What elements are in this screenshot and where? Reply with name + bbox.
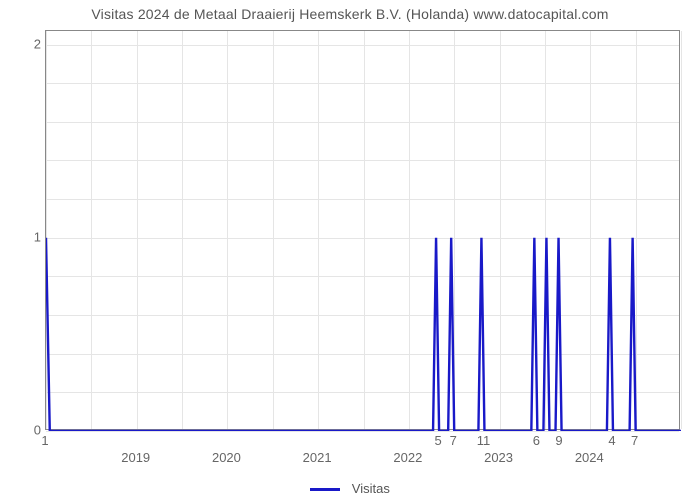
- chart-plot-area: [45, 30, 680, 430]
- x-year-label: 2021: [303, 450, 332, 465]
- x-sub-label: 4: [608, 433, 615, 448]
- legend-label: Visitas: [352, 481, 390, 496]
- gridline-vertical: [681, 31, 682, 429]
- chart-title: Visitas 2024 de Metaal Draaierij Heemske…: [0, 6, 700, 22]
- y-tick-label: 2: [21, 36, 41, 51]
- x-sub-label: 1: [41, 433, 48, 448]
- x-sub-label: 11: [477, 433, 491, 448]
- x-year-label: 2022: [393, 450, 422, 465]
- x-year-label: 2019: [121, 450, 150, 465]
- x-sub-label: 5: [434, 433, 441, 448]
- x-sub-label: 7: [450, 433, 457, 448]
- x-sub-label: 9: [555, 433, 562, 448]
- y-tick-label: 0: [21, 423, 41, 438]
- gridline-horizontal: [46, 431, 679, 432]
- x-sub-label: 7: [631, 433, 638, 448]
- x-year-label: 2020: [212, 450, 241, 465]
- chart-legend: Visitas: [0, 481, 700, 496]
- chart-line-series: [46, 31, 681, 431]
- x-sub-label: 6: [533, 433, 540, 448]
- x-year-label: 2024: [575, 450, 604, 465]
- x-year-label: 2023: [484, 450, 513, 465]
- legend-swatch: [310, 488, 340, 491]
- y-tick-label: 1: [21, 229, 41, 244]
- series-line: [46, 238, 681, 431]
